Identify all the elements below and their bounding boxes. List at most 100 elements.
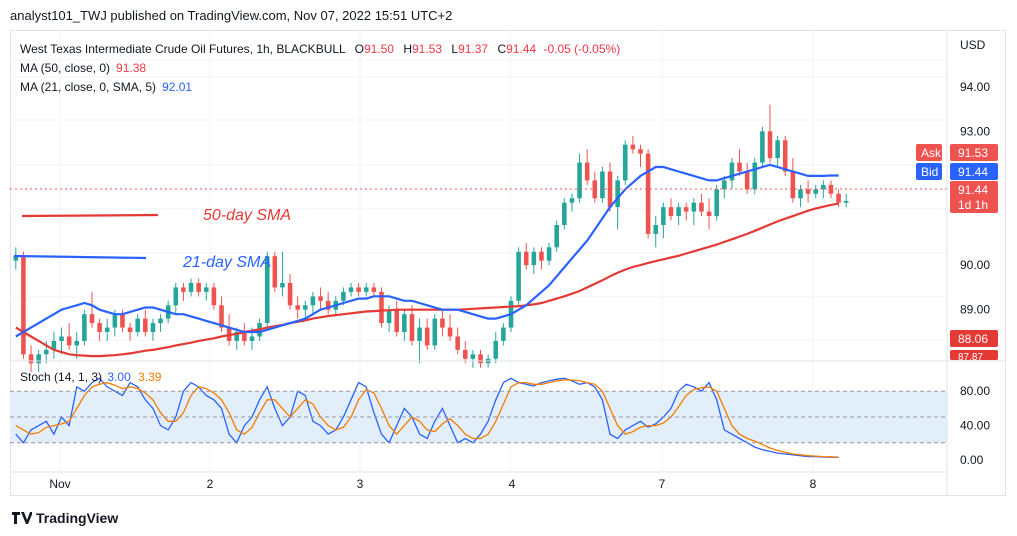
candle-body <box>821 184 826 190</box>
candle-body <box>546 247 552 261</box>
last-price-badge: 91.44 1d 1h <box>950 181 998 213</box>
candle <box>135 314 140 337</box>
annotation-line-50 <box>21 213 159 218</box>
candle <box>143 309 148 337</box>
candle-body <box>371 287 377 292</box>
candle <box>501 323 506 346</box>
candle <box>158 314 163 333</box>
candle-body <box>97 323 102 333</box>
tradingview-brand[interactable]: TradingView <box>12 510 118 526</box>
candle <box>653 216 659 248</box>
stoch-legend: Stoch (14, 1, 3) 3.00 3.39 <box>20 370 161 384</box>
candle-body <box>112 314 118 328</box>
candle-body <box>89 314 95 324</box>
candle-body <box>440 318 445 328</box>
candle-body <box>516 251 521 301</box>
change-value: -0.05 (-0.05%) <box>543 42 621 56</box>
candle-body <box>592 180 598 199</box>
candle-body <box>744 171 750 190</box>
candle <box>211 282 217 310</box>
candle <box>150 318 156 341</box>
candle <box>97 318 102 341</box>
candle <box>234 327 240 350</box>
candle <box>371 282 377 297</box>
candle <box>280 251 285 297</box>
candle-body <box>455 336 460 350</box>
candle <box>66 323 72 350</box>
candle-body <box>280 282 285 288</box>
candle <box>539 247 544 270</box>
candle-body <box>767 131 773 159</box>
candle-body <box>432 318 438 346</box>
candle-body <box>21 256 26 355</box>
close-value: 91.44 <box>506 42 537 56</box>
candle <box>196 278 201 297</box>
candle <box>310 291 316 315</box>
candle <box>325 291 331 315</box>
stoch-d-value: 3.39 <box>138 370 162 384</box>
candle <box>569 193 575 212</box>
candle <box>805 180 811 203</box>
stoch-lines <box>15 377 839 459</box>
candle-body <box>104 327 110 333</box>
candle <box>645 149 651 239</box>
candle <box>89 291 95 328</box>
svg-text:Bid: Bid <box>921 165 938 179</box>
candle <box>272 251 278 292</box>
candle-body <box>691 202 697 212</box>
candle-body <box>36 354 41 364</box>
candle-body <box>805 189 811 194</box>
candle-body <box>790 171 796 199</box>
candle-body <box>264 256 270 324</box>
candle <box>790 158 796 203</box>
candle <box>13 247 19 270</box>
candle-body <box>462 349 468 359</box>
candle-body <box>318 296 323 301</box>
candle <box>409 305 415 346</box>
last-timeframe: 1d 1h <box>958 198 988 212</box>
candle <box>402 309 407 341</box>
sma21-annotation: 21-day SMA <box>182 254 271 271</box>
candle <box>767 104 773 163</box>
candle <box>181 282 186 301</box>
candle <box>523 242 529 270</box>
candle-body <box>348 287 354 292</box>
candle-body <box>562 202 567 225</box>
ma21-line <box>15 163 839 338</box>
candle <box>577 153 582 203</box>
time-tick-label: 4 <box>509 477 516 491</box>
candle-body <box>51 340 57 350</box>
candle <box>668 198 674 221</box>
candle <box>562 198 567 230</box>
candle-body <box>417 327 422 341</box>
candle <box>303 300 308 319</box>
candle-body <box>782 140 788 172</box>
candle <box>417 318 422 364</box>
svg-text:88.06: 88.06 <box>958 332 988 346</box>
candle <box>242 323 247 346</box>
stoch-tick-label: 0.00 <box>960 453 984 467</box>
candle <box>600 167 605 203</box>
candle-body <box>722 180 727 190</box>
candle <box>813 184 819 199</box>
open-value: 91.50 <box>363 42 394 56</box>
ask-value: 91.53 <box>958 146 988 160</box>
candle <box>691 198 697 225</box>
candle <box>264 251 270 328</box>
candle-body <box>341 291 346 301</box>
candle-body <box>470 354 476 359</box>
candle-body <box>43 349 49 355</box>
candle-body <box>234 332 240 341</box>
candle <box>432 314 438 350</box>
candle <box>493 332 499 364</box>
candle-body <box>676 207 681 217</box>
candle-body <box>249 336 255 341</box>
candle-body <box>531 251 537 266</box>
candle <box>722 175 727 199</box>
candle <box>447 314 453 341</box>
candle-body <box>356 287 361 292</box>
candle <box>584 149 590 185</box>
candle <box>843 193 849 208</box>
candle-body <box>196 282 201 292</box>
